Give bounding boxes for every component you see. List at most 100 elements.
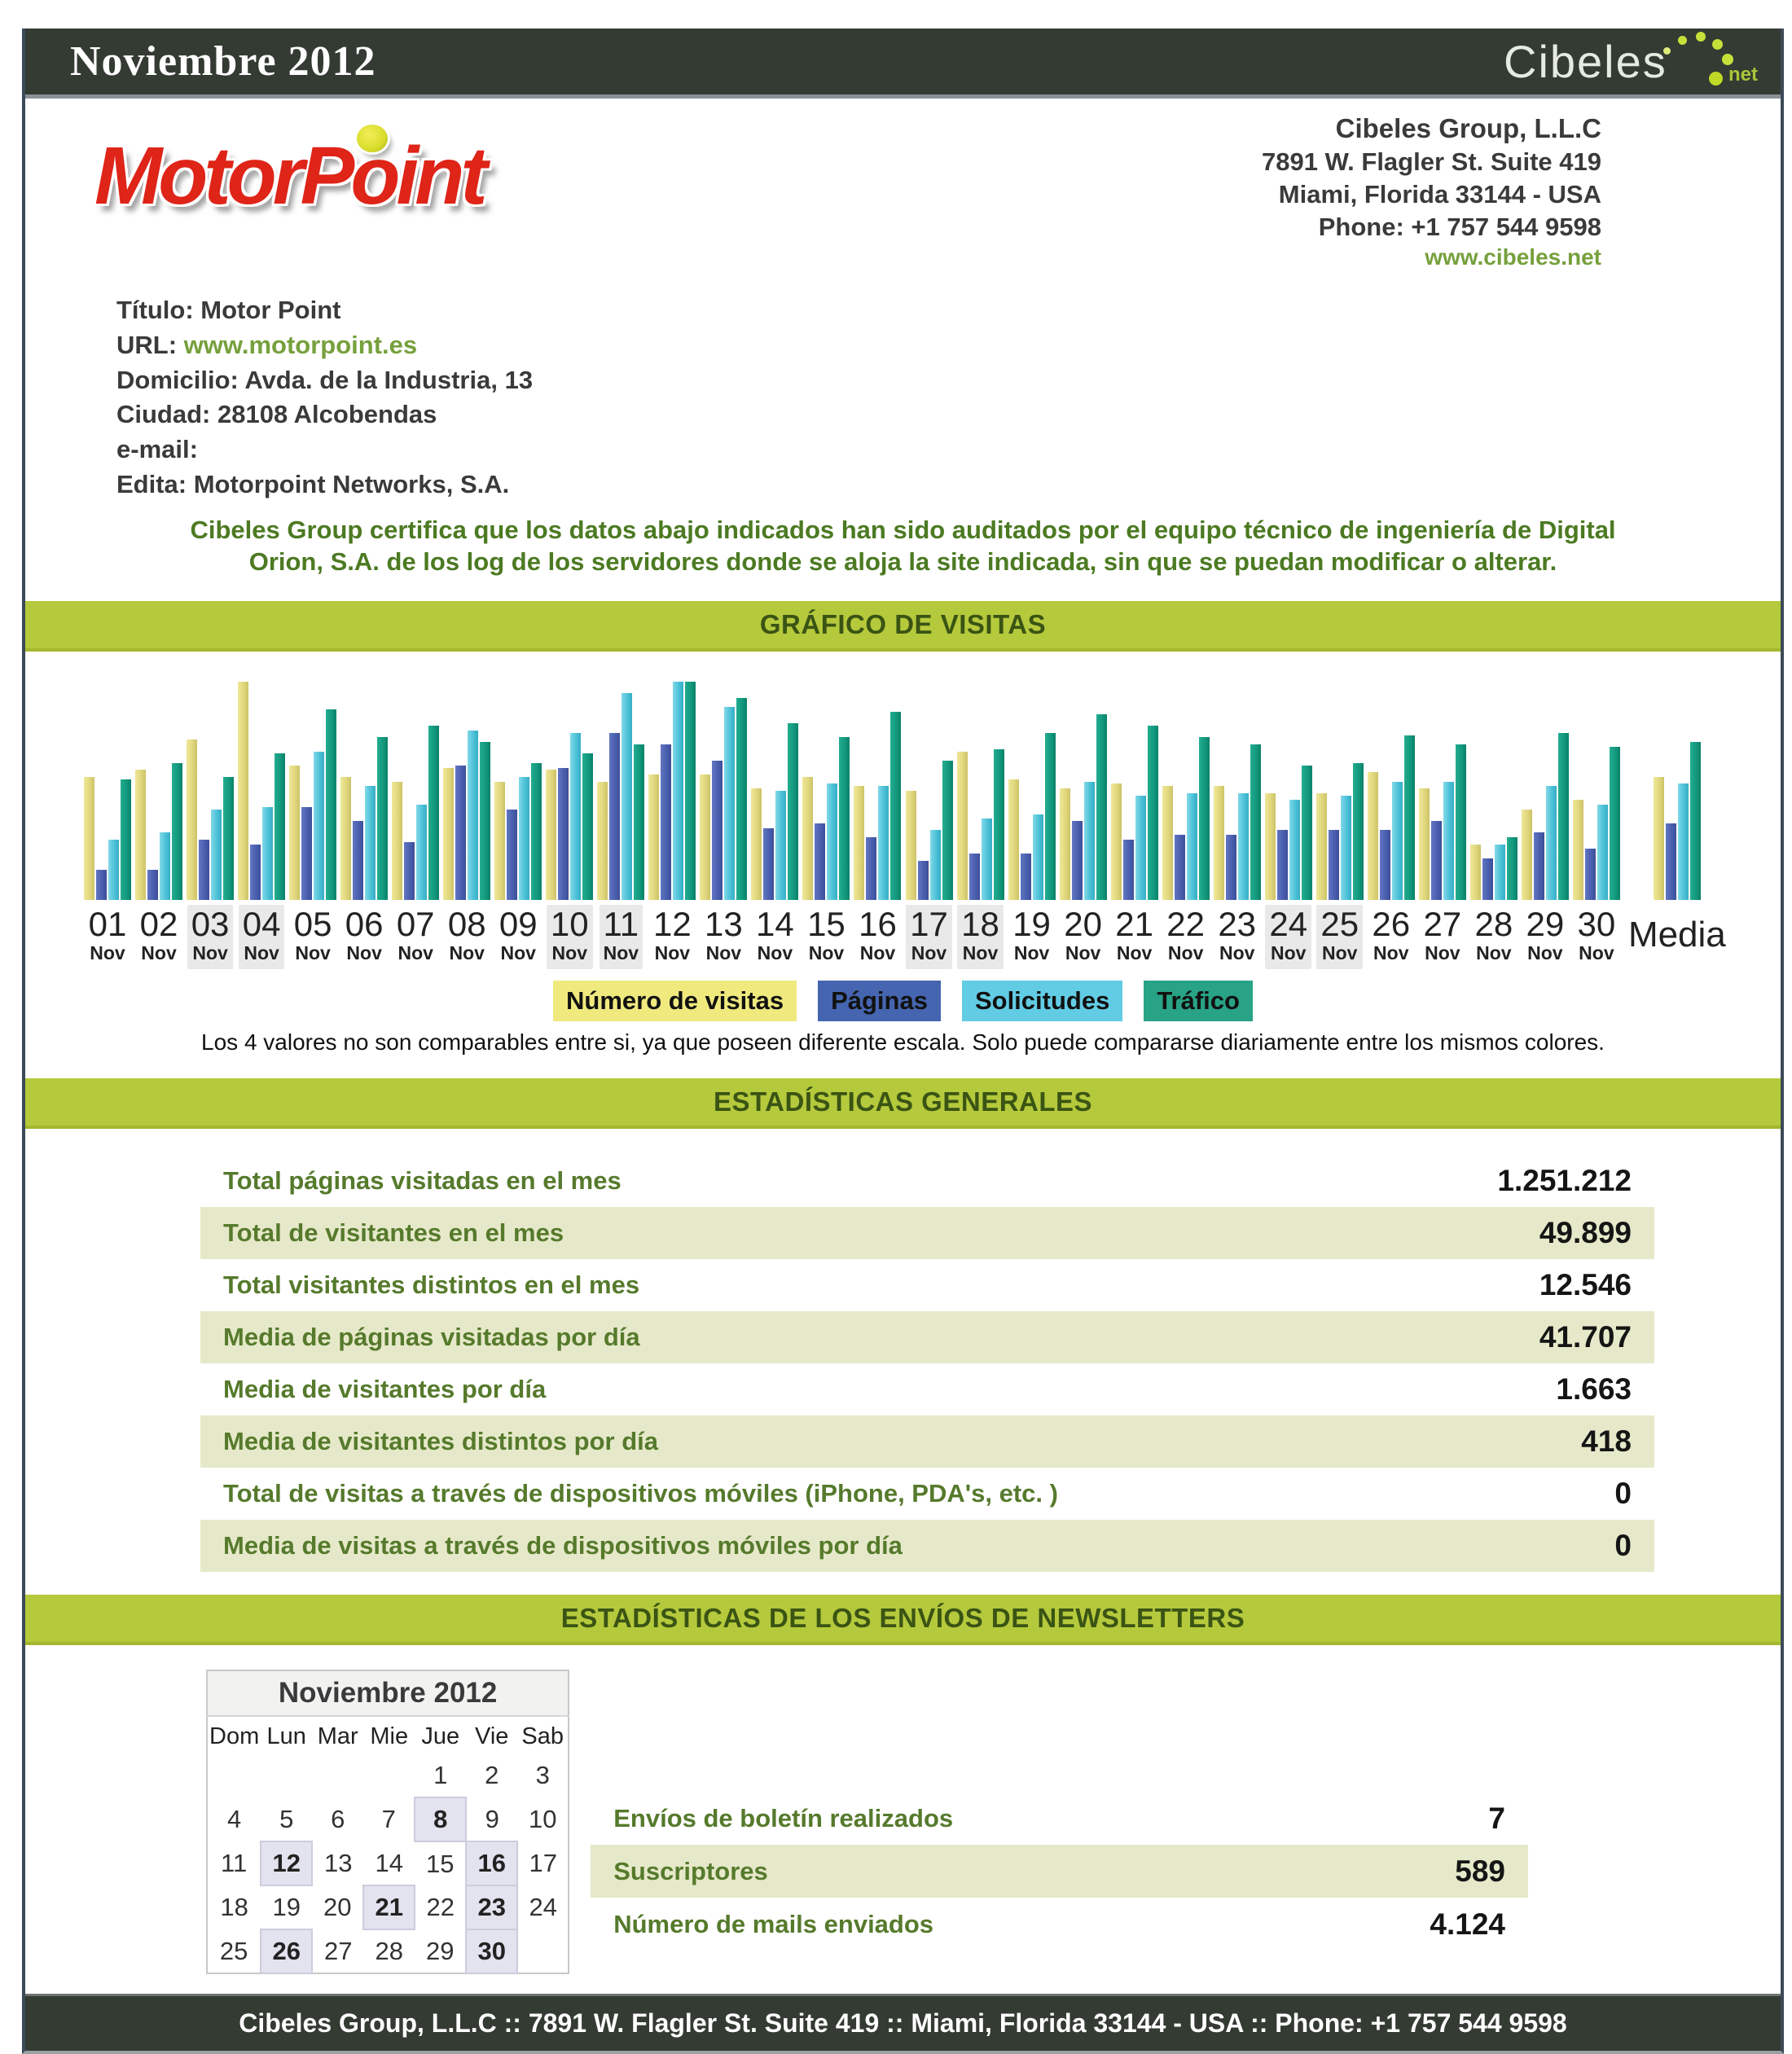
chart-day-month: Nov bbox=[757, 942, 793, 964]
site-url-link[interactable]: www.motorpoint.es bbox=[183, 330, 418, 359]
chart-bar bbox=[956, 752, 968, 901]
chart-day-group: 10 Nov bbox=[546, 668, 594, 970]
chart-bar bbox=[428, 726, 440, 901]
legend-item: Solicitudes bbox=[961, 981, 1123, 1022]
calendar-day-cell: 11 bbox=[221, 1849, 248, 1878]
stat-label: Media de páginas visitadas por día bbox=[223, 1323, 640, 1352]
chart-bar bbox=[187, 740, 198, 901]
calendar-week-row: 11 12 13 14 15 16 17 bbox=[207, 1841, 569, 1887]
chart-day-group: 19 Nov bbox=[1008, 668, 1056, 969]
chart-day-bars bbox=[494, 668, 542, 901]
chart-bar bbox=[211, 810, 222, 901]
cibeles-logo-dot-icon bbox=[1712, 38, 1723, 50]
chart-day-number: 04 bbox=[242, 905, 281, 944]
stat-value: 41.707 bbox=[1539, 1320, 1632, 1354]
chart-bar bbox=[1665, 823, 1676, 901]
chart-day-month: Nov bbox=[1116, 942, 1153, 964]
chart-day-group: 06 Nov bbox=[340, 668, 389, 969]
stat-value: 418 bbox=[1581, 1424, 1632, 1459]
chart-day-group: 26 Nov bbox=[1367, 668, 1415, 969]
calendar-title: Noviembre 2012 bbox=[207, 1670, 569, 1718]
chart-bar bbox=[993, 749, 1004, 901]
chart-bar bbox=[262, 807, 274, 901]
stat-label: Total páginas visitadas en el mes bbox=[223, 1166, 621, 1196]
chart-day-group: 21 Nov bbox=[1110, 668, 1158, 969]
calendar-week-row: 4 5 6 7 8 9 10 bbox=[207, 1797, 569, 1843]
chart-bar bbox=[1044, 733, 1056, 901]
chart-day-month: Nov bbox=[603, 942, 639, 964]
chart-bar bbox=[1557, 733, 1569, 901]
chart-bar bbox=[1198, 737, 1210, 901]
chart-bar bbox=[416, 805, 428, 901]
calendar-day-cell: 25 bbox=[219, 1936, 248, 1965]
chart-bar bbox=[570, 733, 582, 901]
chart-day-number: 27 bbox=[1423, 905, 1462, 944]
chart-bar bbox=[1264, 793, 1276, 901]
chart-day-label: 16 Nov bbox=[854, 905, 901, 969]
chart-day-group: 27 Nov bbox=[1418, 668, 1466, 969]
chart-day-label: 19 Nov bbox=[1008, 905, 1055, 969]
chart-day-group: 07 Nov bbox=[392, 668, 440, 969]
chart-day-number: 01 bbox=[88, 905, 127, 944]
chart-day-group: 01 Nov bbox=[84, 668, 131, 969]
chart-day-number: 30 bbox=[1577, 905, 1616, 944]
chart-day-month: Nov bbox=[1373, 942, 1409, 964]
chart-day-number: 03 bbox=[191, 905, 230, 944]
chart-day-group: 12 Nov bbox=[648, 668, 696, 969]
stat-label: Media de visitantes por día bbox=[223, 1375, 547, 1404]
site-info-label: Título: bbox=[116, 296, 201, 325]
chart-day-month: Nov bbox=[295, 942, 331, 964]
site-info-line: Edita: Motorpoint Networks, S.A. bbox=[116, 467, 1781, 503]
chart-bar bbox=[377, 737, 389, 901]
cibeles-logo-text: Cibeles bbox=[1504, 35, 1667, 87]
calendar-day-sent: 26 bbox=[260, 1929, 314, 1975]
chart-day-bars bbox=[854, 668, 902, 901]
chart-day-bars bbox=[340, 668, 389, 901]
chart-bar bbox=[1597, 805, 1608, 901]
chart-day-label: 28 Nov bbox=[1470, 905, 1517, 969]
chart-day-bars bbox=[956, 668, 1004, 901]
section-banner-newsletters: ESTADÍSTICAS DE LOS ENVÍOS DE NEWSLETTER… bbox=[25, 1595, 1781, 1646]
chart-day-month: Nov bbox=[500, 942, 536, 964]
chart-day-month: Nov bbox=[1527, 942, 1563, 964]
company-website-link[interactable]: www.cibeles.net bbox=[1425, 244, 1601, 270]
calendar-week-row: 18 19 20 21 22 23 24 bbox=[207, 1885, 569, 1931]
calendar-day-cell: 28 bbox=[375, 1937, 403, 1966]
calendar-dow-cell: Mar bbox=[317, 1723, 358, 1750]
chart-bar bbox=[1653, 777, 1664, 901]
chart-bar bbox=[365, 786, 376, 901]
calendar-dow-cell: Vie bbox=[475, 1723, 509, 1750]
chart-day-label: 18 Nov bbox=[957, 905, 1004, 970]
chart-bar bbox=[1096, 714, 1107, 901]
chart-bar bbox=[353, 821, 364, 901]
cibeles-logo-dot-icon bbox=[1663, 46, 1671, 55]
chart-day-month: Nov bbox=[962, 942, 999, 964]
calendar-day-cell: 14 bbox=[375, 1848, 403, 1877]
site-info-value: Motor Point bbox=[200, 296, 341, 325]
stat-label: Total de visitas a través de dispositivo… bbox=[223, 1479, 1058, 1508]
general-stats-table: Total páginas visitadas en el mes 1.251.2… bbox=[200, 1155, 1654, 1573]
cibeles-logo-dot-icon bbox=[1722, 53, 1733, 65]
chart-day-label: 11 Nov bbox=[599, 905, 643, 970]
chart-day-month: Nov bbox=[1270, 942, 1307, 964]
calendar-day-sent: 21 bbox=[362, 1885, 416, 1931]
stat-value: 0 bbox=[1614, 1477, 1632, 1511]
calendar-day-cell: 27 bbox=[323, 1936, 353, 1965]
chart-bar bbox=[1110, 783, 1122, 901]
chart-bar bbox=[763, 828, 775, 901]
chart-bar bbox=[1403, 735, 1415, 901]
chart-day-month: Nov bbox=[705, 942, 742, 964]
calendar-day-cell: 19 bbox=[272, 1893, 301, 1922]
site-info-value: Avda. de la Industria, 13 bbox=[244, 365, 534, 394]
chart-day-month: Nov bbox=[654, 942, 691, 964]
chart-day-group: 04 Nov bbox=[238, 668, 286, 970]
chart-day-bars bbox=[1367, 668, 1415, 901]
chart-day-month: Nov bbox=[911, 942, 947, 964]
chart-day-group: 28 Nov bbox=[1469, 668, 1517, 969]
chart-bar bbox=[1689, 742, 1701, 901]
chart-day-number: 20 bbox=[1064, 905, 1102, 944]
site-info-value: 28108 Alcobendas bbox=[217, 400, 437, 429]
chart-bar bbox=[1276, 830, 1288, 901]
chart-day-label: 20 Nov bbox=[1060, 905, 1106, 969]
